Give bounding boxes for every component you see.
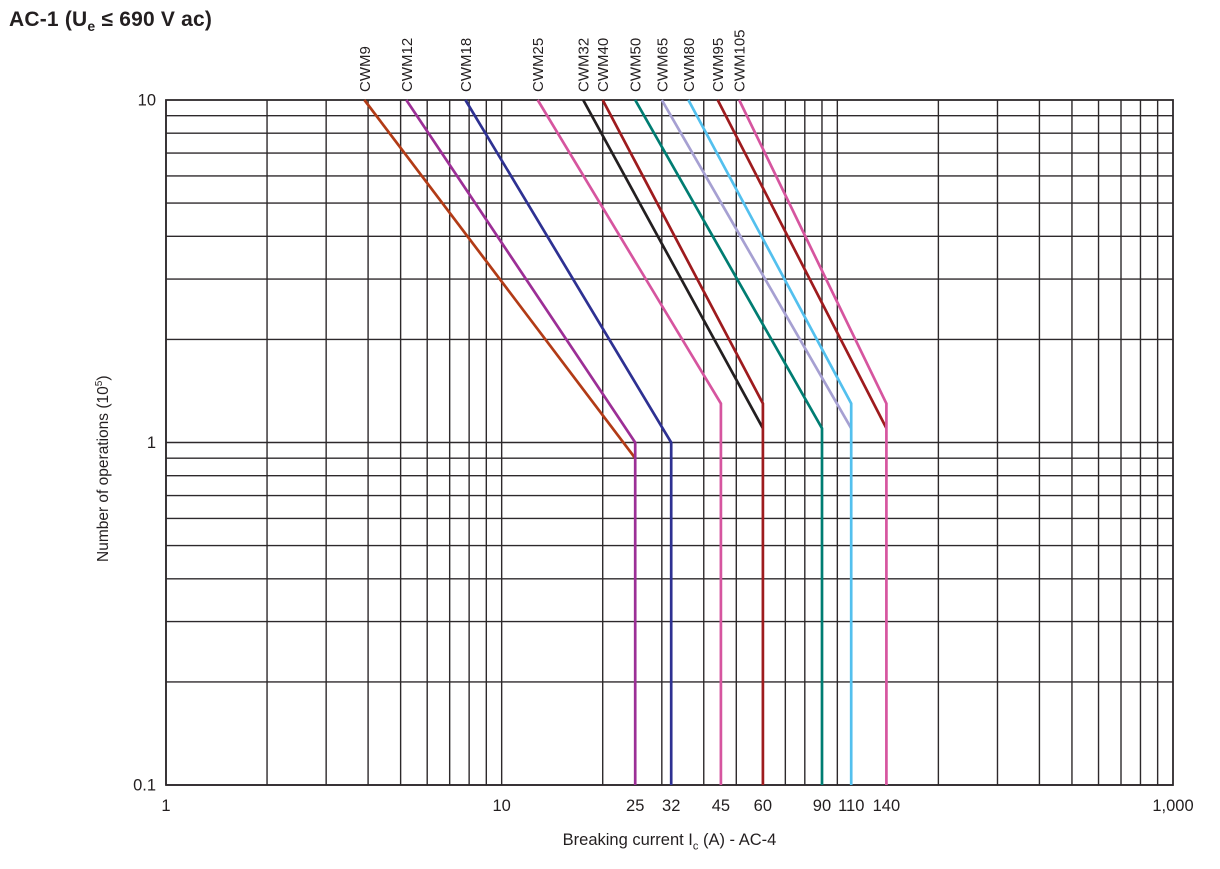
curve-label-cwm95: CWM95	[710, 38, 727, 92]
x-tick-label: 140	[873, 797, 901, 815]
x-axis-title-suffix: (A) - AC-4	[698, 831, 777, 849]
curve-label-cwm105: CWM105	[732, 29, 749, 92]
curve-label-cwm65: CWM65	[654, 38, 671, 92]
curve-cwm12	[405, 99, 637, 785]
y-tick-label: 1	[147, 434, 156, 452]
curve-label-cwm32: CWM32	[576, 38, 593, 92]
curve-label-cwm50: CWM50	[628, 38, 645, 92]
curve-label-cwm18: CWM18	[458, 38, 475, 92]
y-tick-label: 0.1	[133, 777, 156, 795]
y-axis-title-prefix: Number of operations (10	[95, 386, 113, 562]
curve-cwm32	[582, 99, 765, 429]
curve-cwm65	[660, 99, 853, 429]
chart-title-suffix: ≤ 690 V ac)	[95, 8, 213, 31]
x-tick-label: 90	[813, 797, 831, 815]
curve-cwm50	[634, 99, 824, 785]
x-tick-label: 60	[754, 797, 772, 815]
x-tick-label: 32	[662, 797, 680, 815]
x-tick-label: 25	[626, 797, 644, 815]
x-tick-label: 1	[161, 797, 170, 815]
curve-cwm80	[687, 99, 853, 785]
curve-label-cwm9: CWM9	[357, 46, 374, 92]
curve-cwm95	[716, 99, 888, 429]
y-axis-title: Number of operations (105)	[94, 376, 113, 563]
chart-title-subscript: e	[87, 18, 96, 35]
chart-title-prefix: AC-1 (U	[9, 8, 88, 31]
curve-label-cwm80: CWM80	[681, 38, 698, 92]
x-tick-label: 1,000	[1152, 797, 1193, 815]
x-tick-label: 10	[492, 797, 510, 815]
curve-cwm105	[737, 99, 888, 785]
curve-label-cwm25: CWM25	[530, 38, 547, 92]
chart-title: AC-1 (Ue ≤ 690 V ac)	[9, 8, 212, 34]
x-tick-label: 45	[712, 797, 730, 815]
y-axis-title-superscript: 5	[94, 380, 105, 387]
x-axis-title: Breaking current Ic (A) - AC-4	[166, 831, 1173, 852]
y-axis-title-suffix: )	[95, 375, 113, 381]
x-axis-title-prefix: Breaking current I	[562, 831, 693, 849]
plot-border	[165, 99, 1174, 786]
curve-label-cwm40: CWM40	[595, 38, 612, 92]
curve-cwm40	[601, 99, 765, 785]
curve-cwm25	[536, 99, 723, 785]
curve-cwm9	[363, 99, 637, 460]
x-axis-title-subscript: c	[692, 840, 699, 853]
x-tick-label: 110	[838, 797, 864, 815]
curve-label-cwm12: CWM12	[399, 38, 416, 92]
y-tick-label: 10	[138, 92, 156, 110]
curve-cwm18	[464, 99, 673, 785]
